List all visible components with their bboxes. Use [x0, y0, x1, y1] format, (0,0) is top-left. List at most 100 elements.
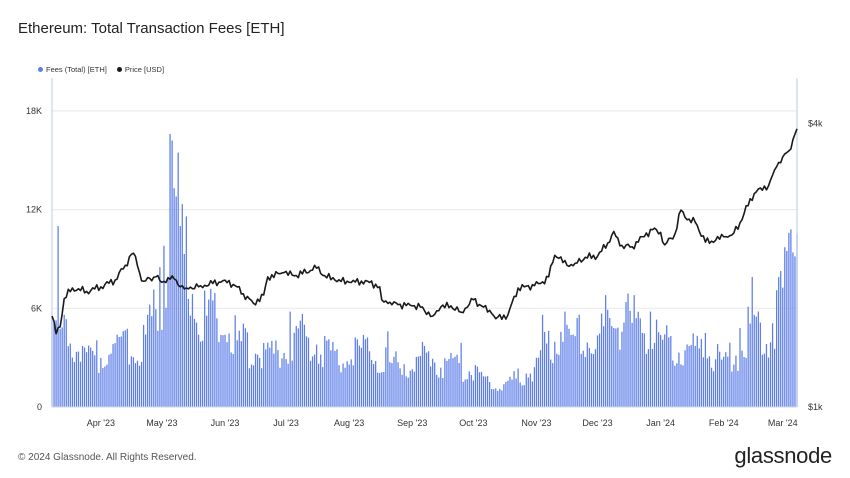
fee-bar	[222, 335, 224, 407]
fee-bar	[236, 340, 238, 407]
legend-item-price[interactable]: Price [USD]	[116, 65, 165, 74]
fee-bar	[503, 384, 505, 407]
fee-bar	[782, 287, 784, 407]
glassnode-logo: glassnode	[734, 443, 832, 468]
fee-bar	[69, 343, 71, 407]
fee-bar	[527, 377, 529, 407]
fee-bar	[393, 356, 395, 407]
fee-bar	[566, 324, 568, 407]
fee-bar	[240, 341, 242, 407]
fee-bar	[263, 342, 265, 407]
fee-bar	[315, 344, 318, 407]
fee-bar	[98, 372, 100, 407]
fee-bar	[653, 342, 656, 407]
fee-bar	[218, 342, 220, 407]
fee-bar	[136, 360, 139, 407]
fee-bar	[712, 371, 715, 407]
fee-bar	[609, 318, 611, 407]
fee-bar	[436, 374, 438, 407]
fee-bar	[590, 353, 593, 407]
fee-bar	[242, 323, 244, 407]
fee-bar	[244, 328, 247, 407]
fee-bar	[212, 300, 214, 407]
fee-bar	[574, 336, 576, 407]
fee-bar	[505, 381, 507, 407]
fee-bar	[529, 373, 531, 407]
fee-bar	[592, 353, 595, 407]
fee-bar	[513, 371, 515, 407]
legend-fees-label: Fees (Total) [ETH]	[46, 65, 107, 74]
fee-bar	[246, 332, 249, 407]
fee-bar	[763, 353, 766, 407]
fee-bar	[415, 356, 417, 407]
fee-bar	[790, 229, 792, 407]
fee-bar	[155, 309, 157, 407]
fee-bar	[731, 371, 733, 407]
fee-bar	[649, 311, 652, 407]
fee-bar	[57, 226, 59, 407]
fee-bar	[83, 347, 86, 407]
x-tick-label: May '23	[146, 418, 177, 428]
fee-bar	[491, 389, 493, 407]
fee-bar	[346, 361, 348, 407]
x-tick-label: Sep '23	[397, 418, 427, 428]
fee-bar	[741, 350, 743, 407]
fee-bar	[401, 374, 403, 407]
fee-bar	[600, 313, 603, 407]
fee-bars	[51, 133, 798, 407]
fee-bar	[425, 352, 428, 407]
fee-bar	[403, 364, 405, 407]
fee-bar	[110, 353, 112, 407]
fee-bar	[521, 385, 523, 407]
fee-bar	[448, 359, 450, 407]
fee-bar	[454, 356, 456, 407]
fee-bar	[108, 354, 110, 407]
fee-bar	[307, 337, 310, 407]
fee-bar	[458, 362, 460, 407]
fee-bar	[189, 315, 192, 407]
fee-bar	[187, 298, 190, 407]
fee-bar	[338, 365, 340, 407]
fee-bar	[788, 232, 790, 407]
fee-bar	[452, 358, 454, 407]
fee-bar	[216, 318, 218, 407]
fee-bar	[535, 357, 538, 407]
fee-bar	[165, 307, 167, 407]
fee-bar	[285, 359, 287, 407]
fee-bar	[429, 366, 432, 407]
fee-bar	[254, 353, 257, 407]
fee-bar	[291, 360, 293, 407]
legend-price-label: Price [USD]	[124, 65, 165, 74]
fee-bar	[761, 354, 764, 407]
fee-bar	[438, 377, 440, 407]
fee-bar	[721, 359, 723, 407]
x-tick-label: Apr '23	[87, 418, 115, 428]
fee-bar	[197, 334, 200, 407]
fee-bar	[295, 326, 297, 407]
legend-item-fees[interactable]: Fees (Total) [ETH]	[38, 65, 107, 74]
fee-bar	[364, 339, 367, 407]
fee-bar	[739, 328, 741, 407]
fee-bar	[256, 354, 259, 407]
tick-labels: 0 6K 12K 18K $1k $4k Apr '23 May '23 Jun '23 Jul …	[26, 106, 823, 428]
fee-bar	[704, 332, 707, 407]
fee-bar	[531, 381, 534, 407]
fee-bar	[81, 345, 84, 407]
fee-bar	[360, 347, 363, 407]
fee-bar	[287, 363, 289, 407]
fee-bar	[515, 378, 517, 407]
fee-bar	[281, 358, 283, 407]
fee-bar	[684, 350, 686, 407]
fee-bar	[336, 349, 338, 407]
fee-bar	[277, 350, 279, 407]
fee-bar	[421, 341, 424, 407]
fee-bar	[753, 314, 755, 407]
fee-bar	[631, 322, 633, 407]
fee-bar	[440, 367, 442, 407]
fee-bar	[126, 328, 128, 407]
x-tick-label: Feb '24	[709, 418, 739, 428]
legend-price-dot-icon	[116, 67, 122, 72]
fee-bar	[61, 327, 63, 407]
fee-bar	[460, 342, 462, 407]
fee-bar	[432, 358, 434, 407]
